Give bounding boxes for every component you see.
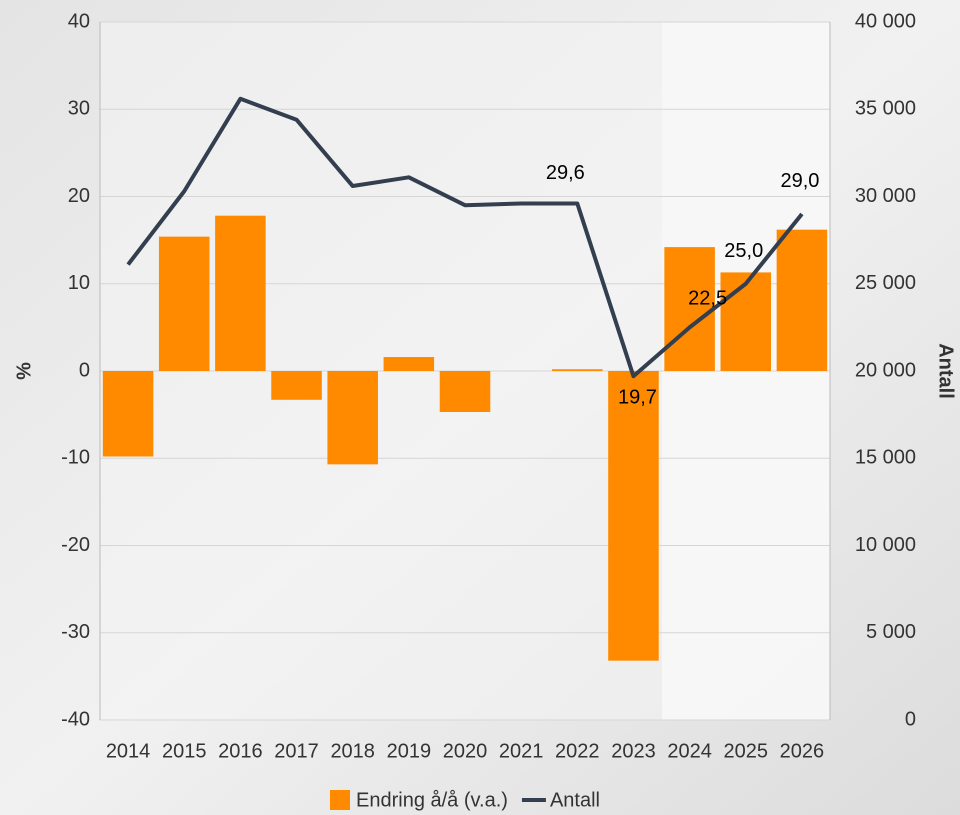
x-tick-label: 2025 [724, 740, 769, 762]
y-tick-label: 0 [79, 359, 90, 381]
data-label: 22,5 [688, 288, 727, 310]
x-tick-label: 2018 [330, 740, 375, 762]
x-tick-label: 2020 [443, 740, 488, 762]
bar [384, 357, 435, 371]
data-label: 19,7 [618, 387, 657, 409]
bar [271, 371, 322, 400]
bar [440, 371, 491, 412]
chart: % Antall -40 -30 -20 -10 0 10 20 30 40 0 5 000 10 0… [0, 0, 960, 815]
y-tick-label: -20 [61, 534, 90, 556]
x-tick-label: 2016 [218, 740, 263, 762]
legend-label: Endring å/å (v.a.) [356, 789, 508, 811]
x-tick-label: 2021 [499, 740, 544, 762]
bar [721, 272, 772, 371]
x-tick-label: 2022 [555, 740, 600, 762]
y-axis-label: % [13, 362, 35, 380]
x-tick-label: 2017 [274, 740, 319, 762]
bar [103, 371, 154, 457]
bar [608, 371, 659, 661]
x-tick-label: 2014 [106, 740, 151, 762]
y-tick-label: 40 [68, 10, 90, 32]
x-tick-label: 2015 [162, 740, 207, 762]
x-tick-label: 2023 [611, 740, 656, 762]
y2-tick-label: 30 000 [855, 185, 916, 207]
data-label: 29,6 [546, 162, 585, 184]
legend-swatch [330, 790, 350, 810]
y2-tick-label: 35 000 [855, 98, 916, 120]
y-tick-label: -10 [61, 447, 90, 469]
y2-tick-label: 25 000 [855, 272, 916, 294]
x-tick-label: 2026 [780, 740, 825, 762]
y2-tick-label: 20 000 [855, 359, 916, 381]
y2-axis-label: Antall [935, 343, 957, 399]
y-tick-label: 30 [68, 98, 90, 120]
page: % Antall -40 -30 -20 -10 0 10 20 30 40 0 5 000 10 0… [0, 0, 960, 815]
y-tick-label: 20 [68, 185, 90, 207]
data-label: 25,0 [724, 240, 763, 262]
y2-tick-label: 5 000 [866, 621, 916, 643]
bar [159, 237, 210, 371]
bar [327, 371, 378, 464]
y-tick-label: -30 [61, 621, 90, 643]
y2-tick-label: 10 000 [855, 534, 916, 556]
bar [552, 369, 603, 371]
x-tick-label: 2024 [667, 740, 712, 762]
y-tick-label: 10 [68, 272, 90, 294]
legend-label: Antall [550, 789, 600, 811]
x-tick-label: 2019 [387, 740, 432, 762]
bar [777, 230, 828, 371]
y-tick-label: -40 [61, 708, 90, 730]
data-label: 29,0 [780, 170, 819, 192]
y2-tick-label: 0 [905, 708, 916, 730]
y2-tick-label: 40 000 [855, 10, 916, 32]
y2-tick-label: 15 000 [855, 447, 916, 469]
bar [215, 216, 266, 371]
